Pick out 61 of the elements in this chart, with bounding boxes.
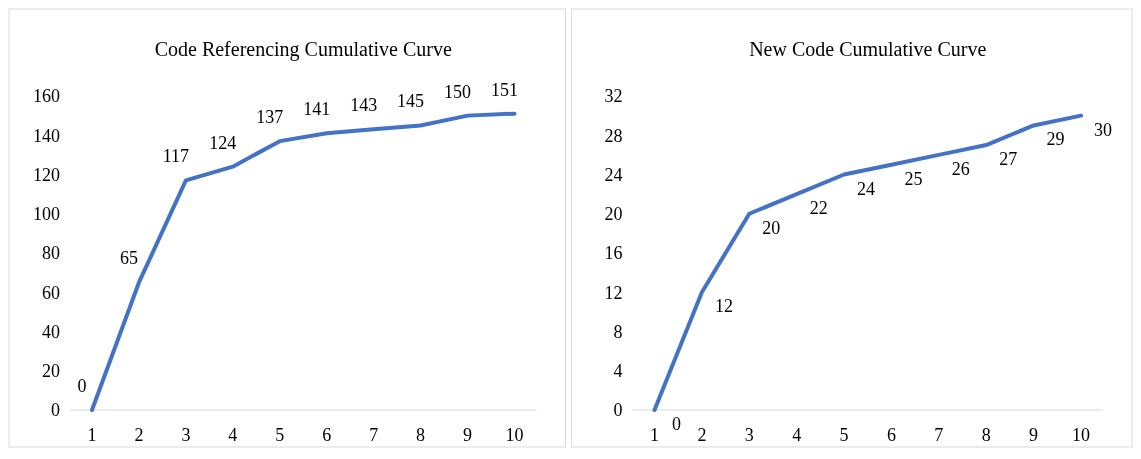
x-tick-label: 10 <box>1072 425 1090 445</box>
data-label: 0 <box>672 414 681 434</box>
data-label: 30 <box>1094 119 1112 140</box>
y-tick-label: 32 <box>604 86 623 107</box>
x-tick-label: 1 <box>87 425 97 445</box>
x-tick-label: 7 <box>934 425 944 445</box>
x-tick-label: 3 <box>744 425 754 445</box>
x-tick-label: 1 <box>650 425 659 445</box>
y-tick-label: 8 <box>613 321 623 342</box>
data-label: 0 <box>77 376 87 396</box>
x-tick-label: 6 <box>322 425 332 445</box>
y-tick-label: 140 <box>33 125 60 146</box>
data-label: 20 <box>762 217 781 238</box>
x-tick-label: 10 <box>505 425 524 445</box>
data-label: 145 <box>397 91 425 112</box>
data-label: 137 <box>256 107 284 128</box>
x-tick-label: 9 <box>463 425 473 445</box>
data-label: 124 <box>209 132 237 153</box>
line-series <box>652 113 1083 412</box>
data-label: 141 <box>303 99 331 120</box>
x-tick-label: 2 <box>697 425 707 445</box>
y-tick-label: 24 <box>604 164 623 185</box>
x-tick-label: 4 <box>792 425 802 445</box>
y-tick-label: 28 <box>604 125 623 146</box>
data-label: 26 <box>951 158 970 179</box>
x-tick-label: 3 <box>181 425 191 445</box>
data-label: 24 <box>857 178 876 199</box>
data-label: 150 <box>444 81 472 102</box>
y-tick-label: 40 <box>42 321 60 342</box>
x-tick-label: 6 <box>886 425 896 445</box>
x-tick-label: 8 <box>981 425 991 445</box>
y-tick-label: 160 <box>33 86 60 107</box>
data-label: 27 <box>999 149 1018 170</box>
y-tick-label: 4 <box>613 361 623 382</box>
x-tick-label: 5 <box>839 425 849 445</box>
y-tick-label: 12 <box>604 282 623 303</box>
y-tick-label: 0 <box>51 400 60 421</box>
y-tick-label: 20 <box>42 361 60 382</box>
data-label: 65 <box>119 248 138 269</box>
x-tick-label: 4 <box>228 425 238 445</box>
data-label: 25 <box>904 168 923 189</box>
x-tick-label: 2 <box>134 425 144 445</box>
data-label: 22 <box>809 198 828 219</box>
chart-title: New Code Cumulative Curve <box>749 38 987 60</box>
data-label: 143 <box>350 95 378 116</box>
data-label: 12 <box>714 296 733 317</box>
x-tick-label: 8 <box>416 425 426 445</box>
data-label: 29 <box>1046 129 1065 150</box>
data-label: 151 <box>491 79 518 100</box>
y-tick-label: 16 <box>604 243 623 264</box>
y-tick-label: 100 <box>33 204 60 225</box>
chart-title: Code Referencing Cumulative Curve <box>154 38 452 61</box>
x-tick-label: 5 <box>275 425 285 445</box>
y-tick-label: 60 <box>42 282 60 303</box>
data-label: 117 <box>162 146 190 167</box>
y-tick-label: 80 <box>42 243 60 264</box>
y-tick-label: 120 <box>33 164 60 185</box>
y-tick-label: 20 <box>604 204 623 225</box>
y-tick-label: 0 <box>613 400 623 421</box>
x-tick-label: 7 <box>369 425 379 445</box>
x-tick-label: 9 <box>1029 425 1039 445</box>
